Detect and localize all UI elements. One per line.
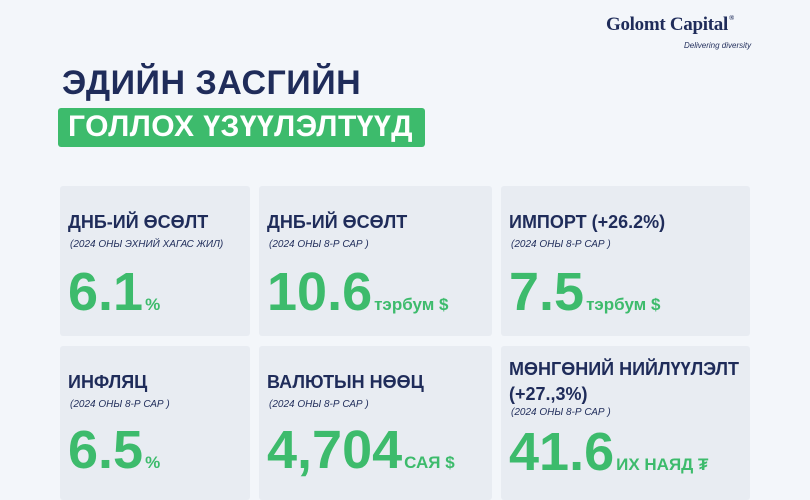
card-gdp-growth-half-year: ДНБ-ИЙ ӨСӨЛТ (2024 ОНЫ ЭХНИЙ ХАГАС ЖИЛ) … — [60, 186, 250, 336]
card-value: 10.6 — [267, 262, 373, 322]
card-unit: тэрбум $ — [586, 295, 661, 314]
page-title-line2: ГОЛЛОХ ҮЗҮҮЛЭЛТҮҮД — [58, 108, 426, 147]
card-title: ДНБ-ИЙ ӨСӨЛТ — [267, 212, 408, 232]
card-gdp-value: ДНБ-ИЙ ӨСӨЛТ (2024 ОНЫ 8-Р САР ) 10.6 тэр… — [259, 186, 492, 336]
card-unit: тэрбум $ — [374, 295, 449, 314]
card-subtitle: (2024 ОНЫ 8-Р САР ) — [269, 399, 369, 410]
brand-registered-mark: ® — [728, 14, 734, 22]
card-unit: САЯ $ — [404, 453, 455, 472]
card-unit: ИХ НАЯД ₮ — [616, 455, 709, 474]
card-value: 41.6 — [509, 422, 615, 482]
card-value-row: 41.6 ИХ НАЯД ₮ — [509, 422, 708, 495]
card-value-row: 6.1% — [68, 262, 160, 335]
page-title-line1: ЭДИЙН ЗАСГИЙН — [62, 64, 362, 102]
card-value: 7.5 — [509, 262, 585, 322]
card-subtitle: (2024 ОНЫ 8-Р САР ) — [269, 239, 369, 250]
card-unit: % — [145, 295, 161, 314]
card-value: 6.5 — [68, 420, 144, 480]
card-subtitle: (2024 ОНЫ ЭХНИЙ ХАГАС ЖИЛ) — [70, 239, 224, 250]
brand-tagline: Delivering diversity — [684, 41, 752, 50]
card-value-row: 7.5 тэрбум $ — [509, 262, 660, 335]
card-value-row: 4,704 САЯ $ — [267, 420, 455, 493]
card-subtitle: (2024 ОНЫ 8-Р САР ) — [511, 239, 611, 250]
card-value-row: 10.6 тэрбум $ — [267, 262, 448, 335]
card-title: ИНФЛЯЦ — [68, 372, 148, 392]
card-value-row: 6.5% — [68, 420, 160, 493]
card-subtitle: (2024 ОНЫ 8-Р САР ) — [70, 399, 170, 410]
card-fx-reserves: ВАЛЮТЫН НӨӨЦ (2024 ОНЫ 8-Р САР ) 4,704 СА… — [259, 346, 492, 500]
brand-logo: Golomt Capital® Delivering diversity — [606, 14, 766, 50]
card-value: 6.1 — [68, 262, 144, 322]
card-subtitle: (2024 ОНЫ 8-Р САР ) — [511, 407, 611, 418]
card-unit: % — [145, 453, 161, 472]
card-title: ДНБ-ИЙ ӨСӨЛТ — [68, 212, 209, 232]
brand-name: Golomt Capital — [606, 14, 728, 35]
card-title: МӨНГӨНИЙ НИЙЛҮҮЛЭЛТ (+27.,3%) — [509, 359, 739, 404]
card-money-supply: МӨНГӨНИЙ НИЙЛҮҮЛЭЛТ (+27.,3%) (2024 ОНЫ … — [501, 346, 750, 500]
card-inflation: ИНФЛЯЦ (2024 ОНЫ 8-Р САР ) 6.5% — [60, 346, 250, 500]
card-import: ИМПОРТ (+26.2%) (2024 ОНЫ 8-Р САР ) 7.5 т… — [501, 186, 750, 336]
card-title: ИМПОРТ (+26.2%) — [509, 212, 666, 232]
card-title: ВАЛЮТЫН НӨӨЦ — [267, 372, 424, 392]
card-value: 4,704 — [267, 420, 403, 480]
